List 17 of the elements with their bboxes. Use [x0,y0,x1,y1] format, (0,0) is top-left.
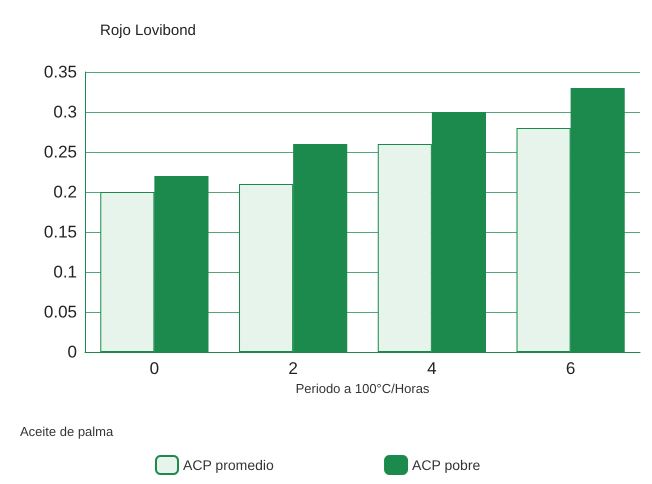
y-tick-label: 0.05 [44,302,77,322]
legend-label: ACP promedio [183,457,274,473]
x-axis-title: Periodo a 100°C/Horas [296,380,430,396]
y-tick-label: 0.1 [53,262,77,282]
y-tick-label: 0 [68,342,77,362]
y-tick-label: 0.3 [53,102,77,122]
x-tick-label: 4 [427,359,437,378]
y-tick-label: 0.2 [53,182,77,202]
x-tick-label: 0 [150,359,160,378]
x-tick-label: 2 [288,359,298,378]
y-tick-label: 0.15 [44,222,77,242]
chart-title: Rojo Lovibond [100,22,196,39]
y-tick-label: 0.25 [44,142,77,162]
legend-title: Aceite de palma [20,424,114,439]
legend-label: ACP pobre [412,457,480,473]
x-tick-label: 6 [566,359,576,378]
y-tick-label: 0.35 [44,62,77,82]
